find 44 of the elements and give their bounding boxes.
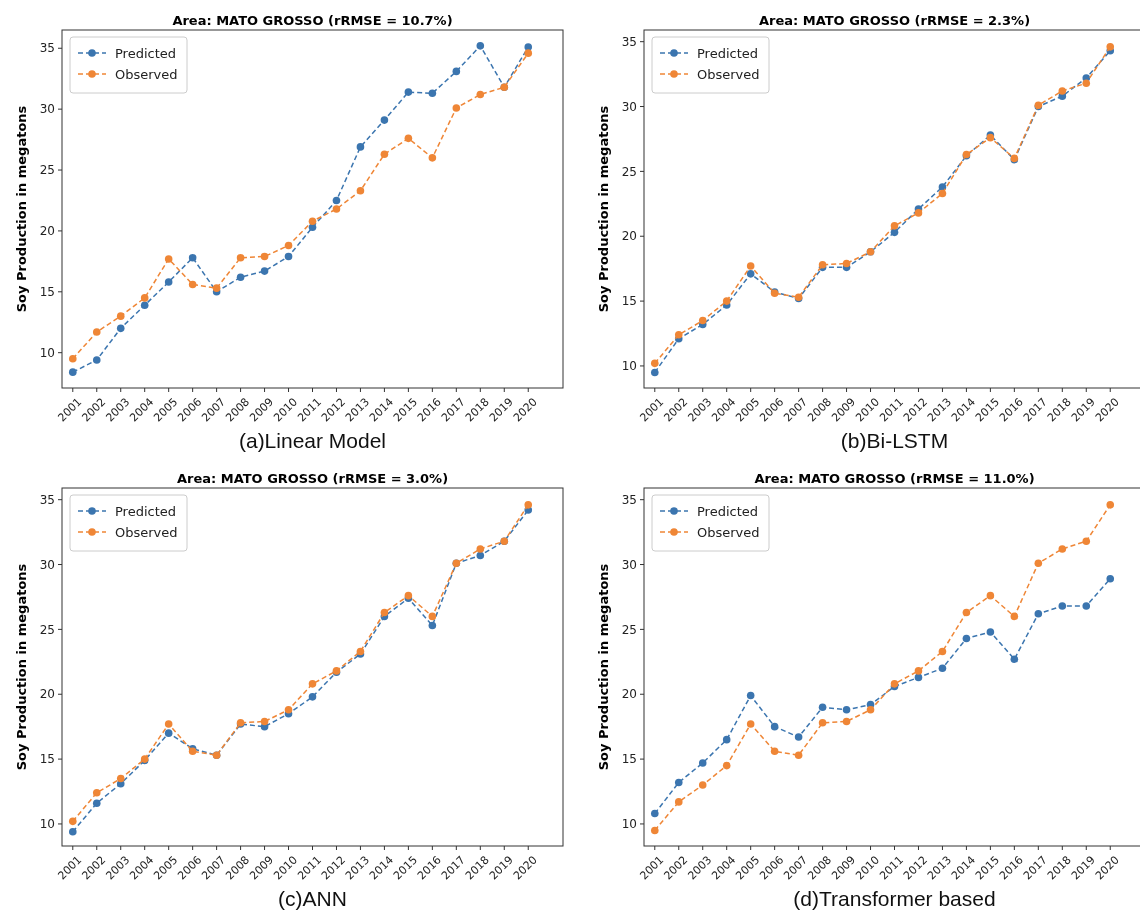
- y-tick-label: 25: [621, 164, 637, 179]
- legend-label: Observed: [697, 66, 760, 82]
- y-axis-title: Soy Production in megatons: [596, 105, 611, 313]
- chart-title: Area: MATO GROSSO (rRMSE = 3.0%): [176, 471, 449, 486]
- y-tick-label: 10: [621, 359, 637, 374]
- y-tick-label: 10: [621, 817, 637, 832]
- y-tick-label: 35: [621, 34, 637, 49]
- legend-label: Observed: [697, 524, 760, 540]
- y-tick-label: 20: [621, 229, 637, 244]
- y-tick-label: 25: [39, 163, 55, 178]
- text: (a)Linear Model: [238, 429, 387, 452]
- y-tick-label: 20: [39, 687, 55, 702]
- y-axis-title: Soy Production in megatons: [14, 563, 29, 771]
- legend-label: Predicted: [697, 503, 759, 519]
- chart-title: Area: MATO GROSSO (rRMSE = 2.3%): [758, 13, 1031, 28]
- y-tick-label: 35: [39, 41, 55, 56]
- y-axis-title: Soy Production in megatons: [596, 563, 611, 771]
- y-tick-label: 35: [621, 492, 637, 507]
- y-tick-label: 10: [39, 817, 55, 832]
- y-tick-label: 25: [39, 622, 55, 637]
- text: (c)ANN: [278, 887, 347, 910]
- legend-label: Observed: [115, 524, 178, 540]
- y-tick-label: 25: [621, 622, 637, 637]
- y-tick-label: 10: [39, 345, 55, 360]
- text: (b)Bi-LSTM: [840, 429, 949, 452]
- chart-title: Area: MATO GROSSO (rRMSE = 11.0%): [754, 471, 1035, 486]
- y-tick-label: 30: [621, 557, 637, 572]
- y-tick-label: 15: [621, 752, 637, 767]
- legend-label: Predicted: [115, 503, 177, 519]
- chart-title: Area: MATO GROSSO (rRMSE = 10.7%): [172, 13, 453, 28]
- y-tick-label: 20: [39, 224, 55, 239]
- y-tick-label: 30: [621, 99, 637, 114]
- y-tick-label: 35: [39, 492, 55, 507]
- y-tick-label: 15: [39, 285, 55, 299]
- y-tick-label: 30: [39, 102, 55, 117]
- y-tick-label: 30: [39, 557, 55, 572]
- y-tick-label: 15: [39, 752, 55, 767]
- y-axis-title: Soy Production in megatons: [14, 105, 29, 313]
- legend-label: Predicted: [697, 45, 759, 61]
- y-tick-label: 15: [621, 294, 637, 309]
- y-tick-label: 20: [621, 687, 637, 702]
- legend-label: Predicted: [115, 45, 177, 61]
- legend-label: Observed: [115, 66, 178, 82]
- text: (d)Transformer based: [793, 887, 996, 910]
